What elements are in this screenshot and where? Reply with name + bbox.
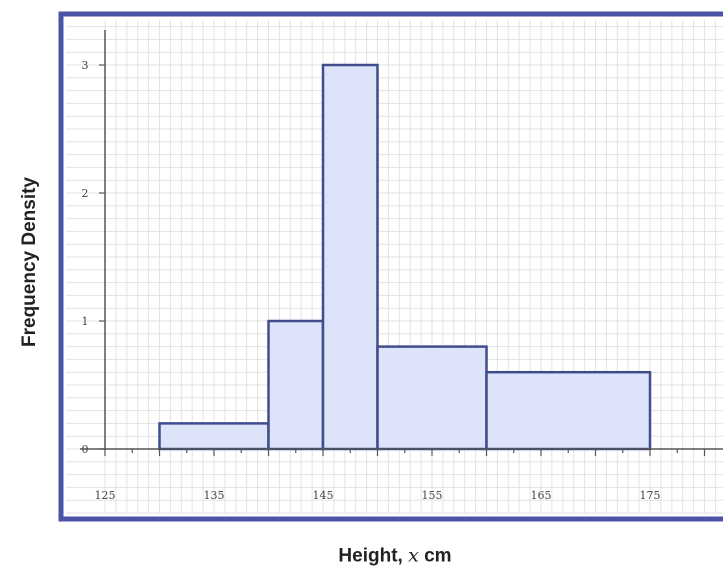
x-axis-label-variable: x: [408, 544, 419, 567]
x-axis-label-suffix: cm: [418, 545, 452, 567]
y-axis-label: Frequency Density: [19, 177, 40, 347]
y-tick-label: 0: [82, 443, 89, 456]
histogram-bar: [158, 422, 270, 451]
axes: [80, 30, 723, 456]
y-tick-label: 3: [82, 59, 89, 72]
histogram-bar: [376, 345, 488, 451]
tick-labels: 125 135 145 155 165 175 0 1 2 3: [82, 59, 661, 502]
y-tick-label: 1: [82, 315, 89, 328]
histogram-bar: [485, 370, 652, 451]
x-tick-label: 155: [422, 489, 443, 502]
x-axis-label: Height, x cm: [338, 545, 451, 568]
x-tick-label: 165: [531, 489, 552, 502]
x-tick-label: 125: [95, 489, 116, 502]
x-axis-label-prefix: Height,: [338, 545, 409, 567]
x-tick-label: 175: [640, 489, 661, 502]
x-tick-label: 135: [204, 489, 225, 502]
histogram-bars: [158, 63, 652, 451]
histogram-bar: [267, 319, 325, 451]
histogram-bar: [321, 63, 379, 451]
x-tick-label: 145: [313, 489, 334, 502]
y-tick-label: 2: [82, 187, 89, 200]
